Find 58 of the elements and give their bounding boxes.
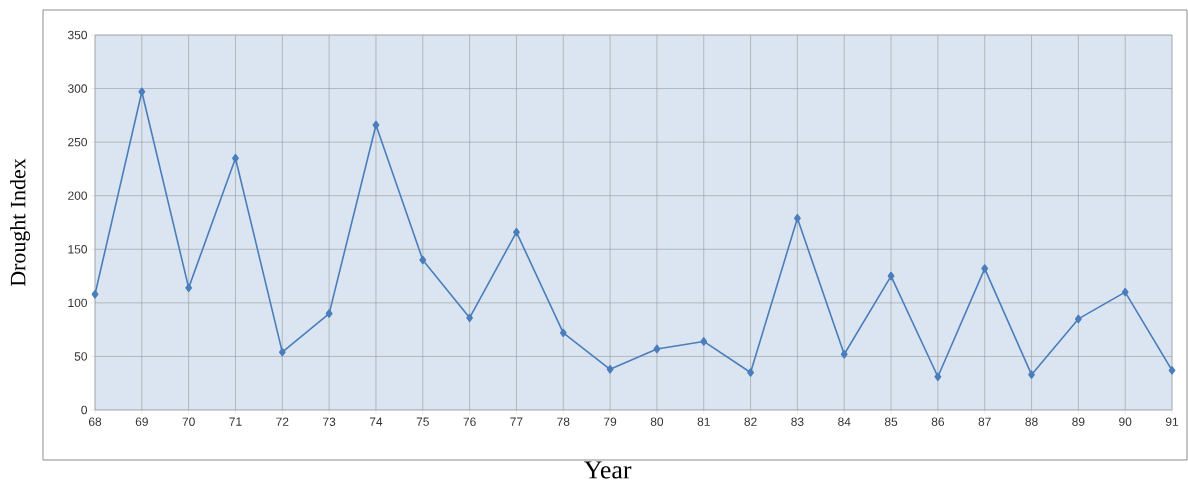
point <box>793 213 801 223</box>
x-tick-label: 82 <box>744 417 757 426</box>
x-tick-label: 69 <box>135 417 148 426</box>
y-tick-label: 250 <box>68 137 88 147</box>
x-tick-label: 80 <box>650 417 664 426</box>
point <box>606 364 614 374</box>
x-tick-label: 74 <box>369 417 383 426</box>
point <box>91 289 99 299</box>
point <box>1074 314 1082 324</box>
y-axis-title: Drought Index <box>10 158 31 287</box>
y-tick-label: 300 <box>67 84 88 93</box>
point <box>278 347 286 357</box>
x-tick-label: 90 <box>1119 417 1132 426</box>
x-tick-label: 87 <box>978 417 991 426</box>
point <box>185 283 193 293</box>
x-tick-label: 70 <box>182 417 195 426</box>
point <box>1121 287 1129 297</box>
point <box>934 372 942 382</box>
point <box>466 313 474 323</box>
x-tick-label: 79 <box>604 417 617 426</box>
point <box>1028 370 1035 379</box>
point <box>887 271 895 281</box>
point <box>419 255 427 265</box>
x-tick-label: 84 <box>838 417 851 426</box>
x-tick-label: 68 <box>88 417 102 426</box>
x-tick-label: 86 <box>931 417 944 426</box>
point <box>138 87 146 97</box>
y-tick-label: 0 <box>81 405 88 415</box>
point <box>653 344 661 354</box>
x-tick-label: 83 <box>791 417 804 426</box>
point <box>325 309 333 318</box>
x-tick-label: 88 <box>1025 417 1038 426</box>
point <box>232 153 239 163</box>
x-tick-label: 77 <box>510 417 523 426</box>
x-tick-label: 78 <box>557 417 570 426</box>
point <box>700 337 708 346</box>
y-tick-label: 100 <box>68 298 88 308</box>
point <box>981 264 989 273</box>
point <box>1168 366 1176 375</box>
point <box>513 227 520 237</box>
y-tick-label: 350 <box>67 30 88 40</box>
x-tick-label: 76 <box>463 417 476 426</box>
x-tick-label: 91 <box>1165 417 1179 426</box>
x-tick-label: 73 <box>323 417 336 426</box>
y-tick-label: 50 <box>74 352 88 361</box>
x-axis-title: Year <box>584 461 632 479</box>
y-tick-label: 150 <box>68 245 88 254</box>
x-tick-label: 72 <box>276 417 289 426</box>
x-tick-label: 89 <box>1072 417 1085 426</box>
x-tick-label: 81 <box>697 417 710 426</box>
x-tick-label: 85 <box>884 417 898 426</box>
point <box>372 120 380 130</box>
x-tick-label: 71 <box>229 417 242 426</box>
x-tick-label: 75 <box>416 417 429 426</box>
point <box>559 328 567 338</box>
point <box>747 368 754 377</box>
point <box>840 349 848 359</box>
y-tick-label: 200 <box>68 191 88 200</box>
